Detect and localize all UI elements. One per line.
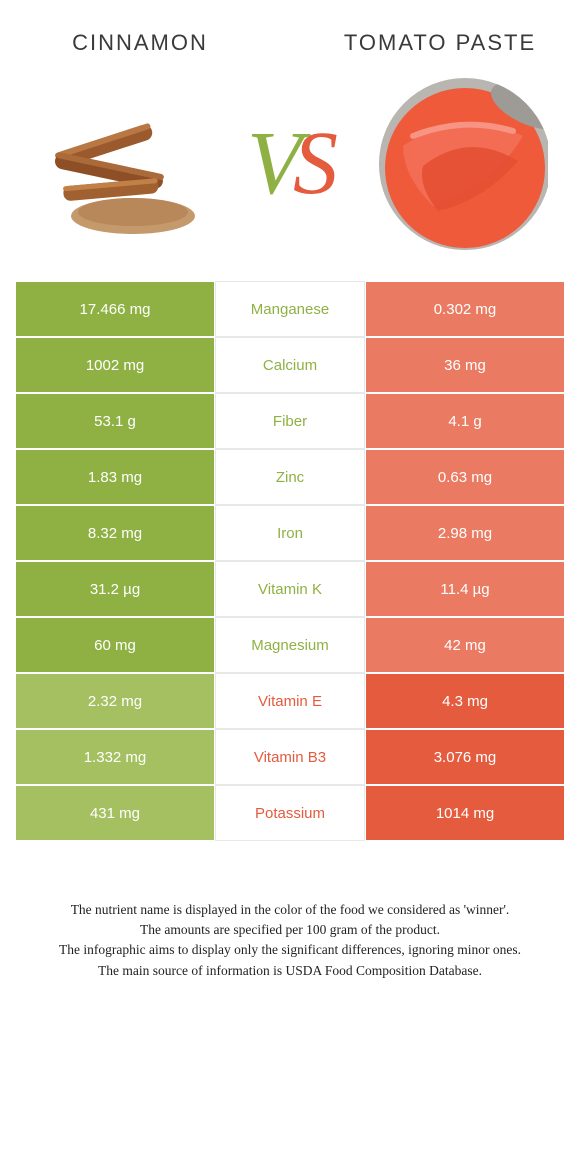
header: Cinnamon Tomato Paste [0,0,580,66]
right-value: 1014 mg [365,785,565,841]
left-value: 8.32 mg [15,505,215,561]
nutrient-name: Vitamin E [215,673,365,729]
left-value: 431 mg [15,785,215,841]
nutrient-name: Fiber [215,393,365,449]
right-value: 4.3 mg [365,673,565,729]
left-value: 1.332 mg [15,729,215,785]
footer-line: The amounts are specified per 100 gram o… [30,921,550,939]
table-row: 1.83 mgZinc0.63 mg [15,449,565,505]
table-row: 60 mgMagnesium42 mg [15,617,565,673]
left-title-col: Cinnamon [20,30,260,56]
tomato-paste-image [373,76,548,251]
right-value: 0.63 mg [365,449,565,505]
left-value: 1002 mg [15,337,215,393]
left-value: 17.466 mg [15,281,215,337]
left-value: 60 mg [15,617,215,673]
vs-label: V S [247,119,333,209]
right-value: 36 mg [365,337,565,393]
table-row: 1.332 mgVitamin B33.076 mg [15,729,565,785]
footer-line: The main source of information is USDA F… [30,962,550,980]
left-value: 53.1 g [15,393,215,449]
right-food-title: Tomato Paste [320,30,560,56]
right-value: 2.98 mg [365,505,565,561]
left-value: 31.2 µg [15,561,215,617]
nutrient-name: Potassium [215,785,365,841]
table-row: 17.466 mgManganese0.302 mg [15,281,565,337]
table-row: 431 mgPotassium1014 mg [15,785,565,841]
cinnamon-image [33,76,208,251]
images-row: V S [0,66,580,281]
infographic: Cinnamon Tomato Paste [0,0,580,1174]
nutrient-name: Magnesium [215,617,365,673]
nutrient-name: Calcium [215,337,365,393]
right-image-col [360,76,560,251]
table-row: 31.2 µgVitamin K11.4 µg [15,561,565,617]
table-row: 53.1 gFiber4.1 g [15,393,565,449]
nutrient-name: Vitamin K [215,561,365,617]
nutrient-table: 17.466 mgManganese0.302 mg1002 mgCalcium… [15,281,565,841]
table-row: 1002 mgCalcium36 mg [15,337,565,393]
nutrient-name: Iron [215,505,365,561]
right-value: 3.076 mg [365,729,565,785]
footer-notes: The nutrient name is displayed in the co… [0,841,580,980]
nutrient-name: Vitamin B3 [215,729,365,785]
right-value: 11.4 µg [365,561,565,617]
right-value: 4.1 g [365,393,565,449]
right-title-col: Tomato Paste [320,30,560,56]
left-value: 1.83 mg [15,449,215,505]
table-row: 8.32 mgIron2.98 mg [15,505,565,561]
footer-line: The nutrient name is displayed in the co… [30,901,550,919]
nutrient-name: Zinc [215,449,365,505]
nutrient-name: Manganese [215,281,365,337]
vs-v: V [247,119,297,209]
table-row: 2.32 mgVitamin E4.3 mg [15,673,565,729]
left-food-title: Cinnamon [20,30,260,56]
right-value: 0.302 mg [365,281,565,337]
vs-col: V S [220,119,360,209]
left-value: 2.32 mg [15,673,215,729]
footer-line: The infographic aims to display only the… [30,941,550,959]
right-value: 42 mg [365,617,565,673]
left-image-col [20,76,220,251]
vs-s: S [293,119,333,209]
